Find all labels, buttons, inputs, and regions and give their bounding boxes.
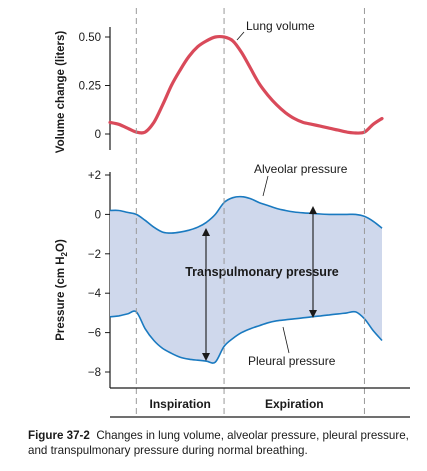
volume-y-ticks: 0.50 0.25 0 — [79, 32, 110, 141]
phase-bar: Inspiration Expiration — [110, 387, 410, 418]
figure-caption-text: Changes in lung volume, alveolar pressur… — [28, 429, 409, 457]
pressure-panel: Pressure (cm H2O) +2 0 −2 −4 −6 −8 Alveolar p… — [55, 162, 383, 388]
pressure-tick-5-label: −8 — [88, 367, 101, 379]
figure-label: Figure 37-2 — [28, 429, 90, 442]
volume-panel: Volume change (liters) 0.50 0.25 0 Lung vo… — [55, 19, 384, 154]
pressure-y-axis-label: Pressure (cm H2O) — [55, 239, 69, 341]
phase-expiration-label: Expiration — [265, 397, 324, 411]
pleural-pressure-line — [109, 310, 383, 364]
transpulmonary-pressure-label: Transpulmonary pressure — [185, 265, 339, 279]
volume-tick-1-label: 0.25 — [79, 81, 101, 93]
lung-volume-label: Lung volume — [246, 19, 315, 33]
volume-tick-2-label: 0 — [95, 129, 101, 141]
pressure-tick-4-label: −6 — [88, 328, 101, 340]
pressure-tick-0-label: +2 — [88, 170, 101, 182]
alveolar-pressure-leader — [262, 175, 269, 197]
pleural-pressure-label: Pleural pressure — [248, 354, 336, 368]
volume-tick-0-label: 0.50 — [79, 32, 101, 44]
pleural-pressure-leader — [282, 326, 290, 354]
pressure-tick-1-label: 0 — [95, 209, 101, 221]
phase-inspiration-label: Inspiration — [150, 397, 211, 411]
pressure-tick-2-label: −2 — [88, 249, 101, 261]
alveolar-pressure-label: Alveolar pressure — [254, 162, 348, 176]
phase-separators — [135, 8, 365, 417]
lung-volume-leader — [236, 31, 245, 41]
volume-y-axis-label: Volume change (liters) — [55, 31, 67, 154]
pressure-y-ticks: +2 0 −2 −4 −6 −8 — [88, 170, 110, 379]
lung-volume-line — [108, 34, 384, 135]
pressure-tick-3-label: −4 — [88, 288, 102, 300]
figure-caption: Figure 37-2 Changes in lung volume, alve… — [28, 428, 420, 458]
figure-37-2: Volume change (liters) 0.50 0.25 0 Lung vo… — [55, 8, 410, 418]
alveolar-pressure-line — [109, 195, 383, 234]
